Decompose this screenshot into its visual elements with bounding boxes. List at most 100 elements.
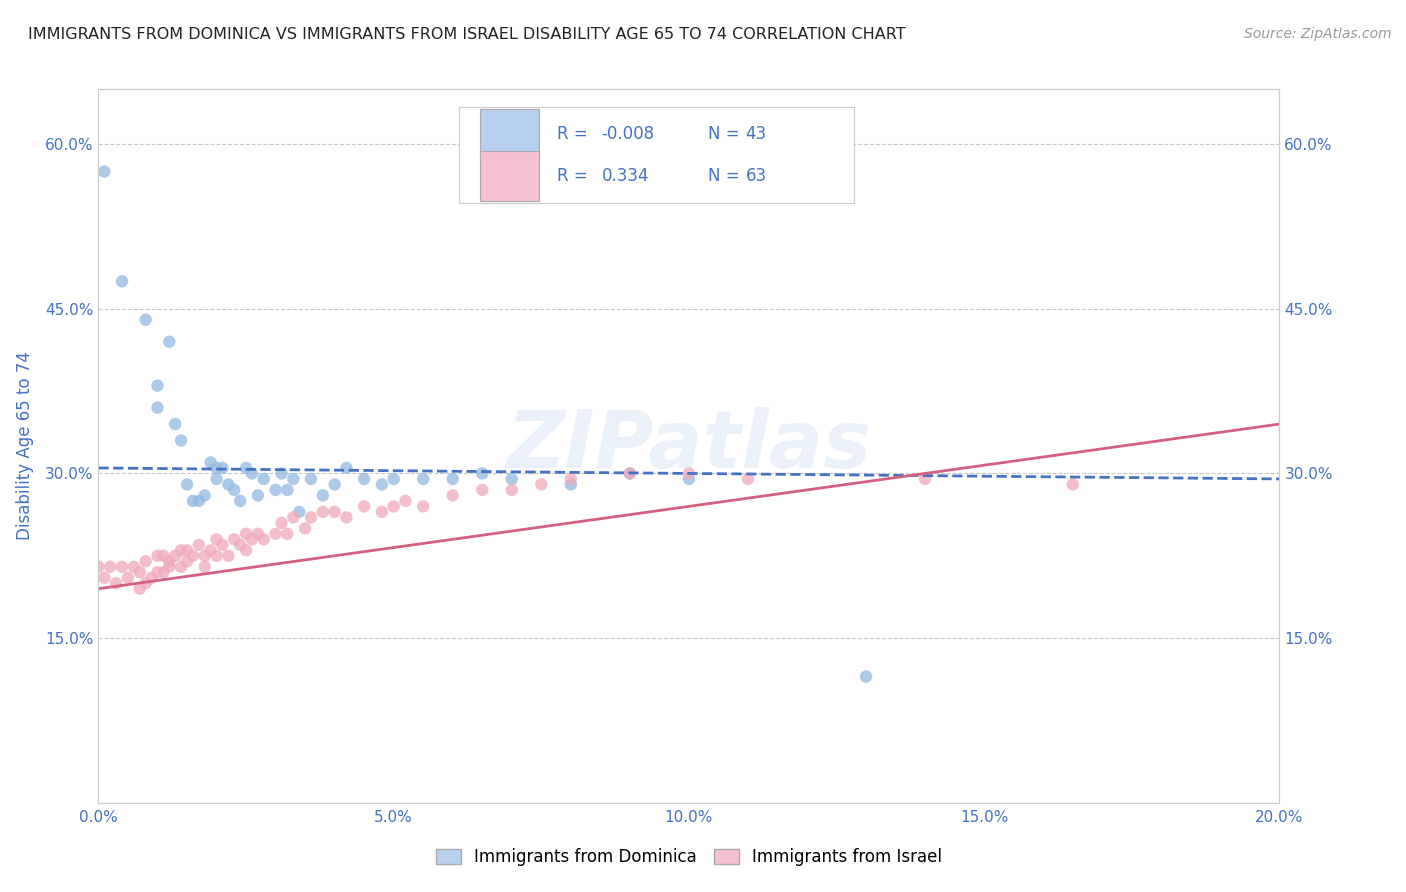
- Point: [157, 334, 180, 349]
- Text: N =: N =: [707, 125, 740, 143]
- Point: [560, 472, 582, 486]
- Point: [111, 274, 134, 288]
- Point: [93, 164, 115, 178]
- Point: [205, 472, 228, 486]
- FancyBboxPatch shape: [479, 109, 538, 159]
- Point: [288, 505, 311, 519]
- Text: 63: 63: [745, 168, 766, 186]
- Point: [128, 566, 150, 580]
- Point: [270, 467, 292, 481]
- Point: [501, 472, 523, 486]
- Point: [181, 494, 204, 508]
- Point: [501, 483, 523, 497]
- FancyBboxPatch shape: [479, 152, 538, 202]
- Point: [87, 559, 110, 574]
- Point: [283, 472, 305, 486]
- Point: [619, 467, 641, 481]
- Point: [382, 472, 405, 486]
- Point: [135, 576, 157, 591]
- Point: [146, 566, 169, 580]
- Point: [294, 521, 316, 535]
- Point: [253, 472, 276, 486]
- Point: [211, 538, 233, 552]
- Point: [176, 477, 198, 491]
- Text: Source: ZipAtlas.com: Source: ZipAtlas.com: [1244, 27, 1392, 41]
- Point: [170, 559, 193, 574]
- Point: [194, 559, 217, 574]
- Point: [276, 526, 298, 541]
- Point: [678, 472, 700, 486]
- Point: [194, 488, 217, 502]
- Text: R =: R =: [557, 168, 588, 186]
- Point: [157, 554, 180, 568]
- Point: [353, 500, 375, 514]
- Point: [211, 461, 233, 475]
- Point: [312, 488, 335, 502]
- Point: [299, 472, 322, 486]
- Point: [105, 576, 128, 591]
- Text: N =: N =: [707, 168, 740, 186]
- Point: [205, 533, 228, 547]
- Point: [128, 582, 150, 596]
- Point: [224, 533, 246, 547]
- Text: ZIPatlas: ZIPatlas: [506, 407, 872, 485]
- Point: [146, 549, 169, 563]
- Point: [371, 477, 394, 491]
- Point: [165, 417, 187, 431]
- Text: 0.334: 0.334: [602, 168, 650, 186]
- Point: [224, 483, 246, 497]
- Y-axis label: Disability Age 65 to 74: Disability Age 65 to 74: [15, 351, 34, 541]
- Point: [93, 571, 115, 585]
- Point: [619, 467, 641, 481]
- Point: [530, 477, 553, 491]
- Point: [312, 505, 335, 519]
- Point: [181, 549, 204, 563]
- Point: [678, 467, 700, 481]
- Point: [1062, 477, 1084, 491]
- Point: [141, 571, 163, 585]
- Point: [165, 549, 187, 563]
- Point: [217, 477, 239, 491]
- Point: [283, 510, 305, 524]
- Point: [229, 538, 252, 552]
- Point: [146, 378, 169, 392]
- Point: [323, 477, 346, 491]
- Point: [246, 526, 269, 541]
- Point: [135, 554, 157, 568]
- Point: [323, 505, 346, 519]
- Point: [471, 467, 494, 481]
- Legend: Immigrants from Dominica, Immigrants from Israel: Immigrants from Dominica, Immigrants fro…: [427, 840, 950, 875]
- Point: [200, 543, 222, 558]
- Point: [394, 494, 416, 508]
- Text: IMMIGRANTS FROM DOMINICA VS IMMIGRANTS FROM ISRAEL DISABILITY AGE 65 TO 74 CORRE: IMMIGRANTS FROM DOMINICA VS IMMIGRANTS F…: [28, 27, 905, 42]
- Point: [152, 549, 174, 563]
- Point: [246, 488, 269, 502]
- Point: [353, 472, 375, 486]
- Point: [157, 559, 180, 574]
- Point: [122, 559, 145, 574]
- Point: [412, 472, 434, 486]
- Point: [335, 510, 357, 524]
- Text: R =: R =: [557, 125, 588, 143]
- Point: [176, 543, 198, 558]
- Point: [276, 483, 298, 497]
- Point: [205, 461, 228, 475]
- Point: [170, 434, 193, 448]
- Point: [441, 472, 464, 486]
- Point: [560, 477, 582, 491]
- Point: [235, 526, 257, 541]
- Point: [235, 461, 257, 475]
- Point: [194, 549, 217, 563]
- Point: [855, 669, 877, 683]
- Point: [264, 526, 287, 541]
- Point: [117, 571, 139, 585]
- Point: [240, 467, 263, 481]
- Point: [471, 483, 494, 497]
- Point: [412, 500, 434, 514]
- Point: [441, 488, 464, 502]
- Point: [187, 494, 209, 508]
- Point: [205, 549, 228, 563]
- Point: [299, 510, 322, 524]
- Point: [264, 483, 287, 497]
- Point: [737, 472, 759, 486]
